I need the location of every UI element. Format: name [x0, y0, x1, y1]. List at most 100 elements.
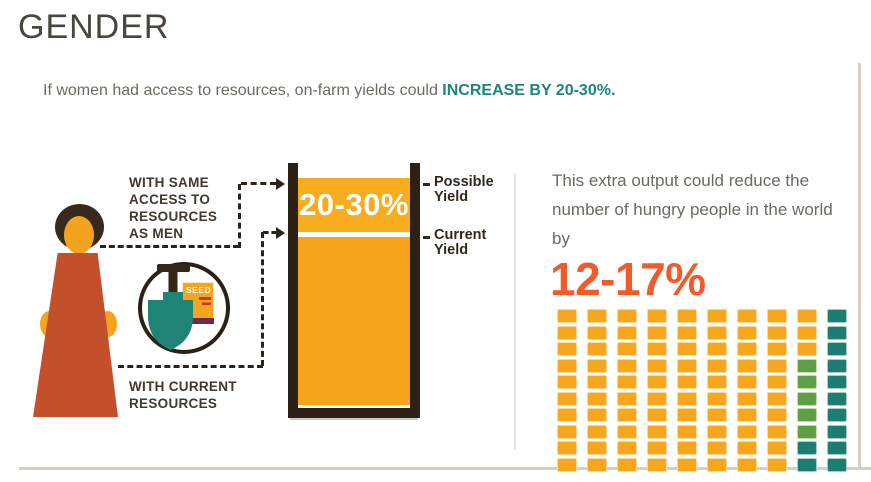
- waffle-cell: [677, 391, 697, 406]
- waffle-cell: [617, 309, 637, 323]
- waffle-cell: [797, 325, 817, 340]
- waffle-cell: [617, 342, 637, 356]
- label-current-yield: Current Yield: [434, 227, 487, 258]
- waffle-cell: [827, 408, 847, 422]
- waffle-cell: [767, 441, 787, 455]
- waffle-cell: [797, 391, 817, 406]
- yield-beaker: 20-30%: [288, 163, 420, 421]
- waffle-cell: [827, 391, 847, 406]
- tools-circle: SEED: [138, 262, 230, 354]
- waffle-cell: [707, 342, 727, 356]
- label-current-resources: WITH CURRENT RESOURCES: [129, 379, 237, 411]
- waffle-cell: [557, 375, 577, 389]
- waffle-cell: [557, 424, 577, 439]
- beaker-base: [288, 408, 420, 418]
- waffle-cell: [617, 375, 637, 389]
- waffle-cell: [767, 375, 787, 389]
- waffle-cell: [707, 457, 727, 472]
- waffle-cell: [767, 309, 787, 323]
- waffle-cell: [827, 441, 847, 455]
- waffle-cell: [647, 309, 667, 323]
- waffle-cell: [557, 391, 577, 406]
- waffle-cell: [707, 408, 727, 422]
- connector-current-yield-horizontal: [263, 231, 277, 234]
- woman-face: [64, 216, 94, 254]
- waffle-cell: [557, 441, 577, 455]
- waffle-cell: [557, 358, 577, 373]
- waffle-cell: [587, 342, 607, 356]
- waffle-cell: [647, 441, 667, 455]
- beaker-wall-left: [288, 163, 298, 417]
- waffle-cell: [797, 441, 817, 455]
- waffle-cell: [647, 424, 667, 439]
- waffle-cell: [617, 424, 637, 439]
- waffle-cell: [647, 375, 667, 389]
- waffle-cell: [557, 325, 577, 340]
- waffle-cell: [767, 342, 787, 356]
- waffle-cell: [797, 342, 817, 356]
- waffle-cell: [647, 358, 667, 373]
- waffle-cell: [677, 325, 697, 340]
- waffle-cell: [587, 391, 607, 406]
- waffle-cell: [737, 441, 757, 455]
- waffle-cell: [737, 325, 757, 340]
- waffle-cell: [737, 457, 757, 472]
- waffle-cell: [707, 375, 727, 389]
- bottom-rule: [19, 467, 871, 470]
- tick-current-yield: [423, 236, 430, 239]
- waffle-cell: [617, 457, 637, 472]
- waffle-cell: [737, 309, 757, 323]
- waffle-cell: [707, 309, 727, 323]
- waffle-cell: [737, 391, 757, 406]
- waffle-cell: [647, 391, 667, 406]
- waffle-cell: [677, 441, 697, 455]
- connector-current-resources-vertical: [261, 232, 264, 366]
- label-same-access: WITH SAME ACCESS TO RESOURCES AS MEN: [129, 175, 218, 241]
- waffle-cell: [677, 457, 697, 472]
- waffle-cell: [617, 325, 637, 340]
- waffle-cell: [767, 424, 787, 439]
- label-possible-yield: Possible Yield: [434, 174, 494, 205]
- woman-dress: [33, 253, 118, 417]
- seed-packet-label: SEED: [186, 285, 211, 295]
- connector-current-resources-horizontal: [118, 365, 263, 368]
- waffle-cell: [677, 342, 697, 356]
- waffle-cell: [587, 358, 607, 373]
- waffle-cell: [737, 358, 757, 373]
- waffle-cell: [707, 391, 727, 406]
- waffle-grid: [557, 309, 847, 472]
- waffle-cell: [767, 457, 787, 472]
- waffle-cell: [587, 424, 607, 439]
- waffle-cell: [767, 358, 787, 373]
- beaker-shadow: [290, 418, 418, 420]
- waffle-cell: [827, 309, 847, 323]
- waffle-cell: [677, 309, 697, 323]
- waffle-cell: [797, 375, 817, 389]
- waffle-cell: [677, 358, 697, 373]
- waffle-cell: [647, 325, 667, 340]
- waffle-cell: [827, 325, 847, 340]
- intro-plain: If women had access to resources, on-far…: [43, 82, 443, 99]
- connector-possible-yield-horizontal: [241, 182, 276, 185]
- connector-same-access-vertical: [238, 184, 241, 248]
- waffle-cell: [647, 457, 667, 472]
- waffle-cell: [617, 408, 637, 422]
- waffle-cell: [617, 441, 637, 455]
- waffle-cell: [557, 309, 577, 323]
- waffle-cell: [647, 342, 667, 356]
- waffle-cell: [827, 457, 847, 472]
- waffle-cell: [737, 408, 757, 422]
- waffle-cell: [587, 408, 607, 422]
- waffle-cell: [797, 457, 817, 472]
- waffle-cell: [557, 457, 577, 472]
- beaker-wall-right: [410, 163, 420, 417]
- waffle-cell: [557, 342, 577, 356]
- right-rule: [858, 63, 861, 467]
- waffle-cell: [647, 408, 667, 422]
- waffle-cell: [827, 358, 847, 373]
- intro-text: If women had access to resources, on-far…: [43, 82, 615, 100]
- waffle-cell: [797, 424, 817, 439]
- waffle-cell: [827, 424, 847, 439]
- hunger-paragraph: This extra output could reduce the numbe…: [552, 171, 833, 248]
